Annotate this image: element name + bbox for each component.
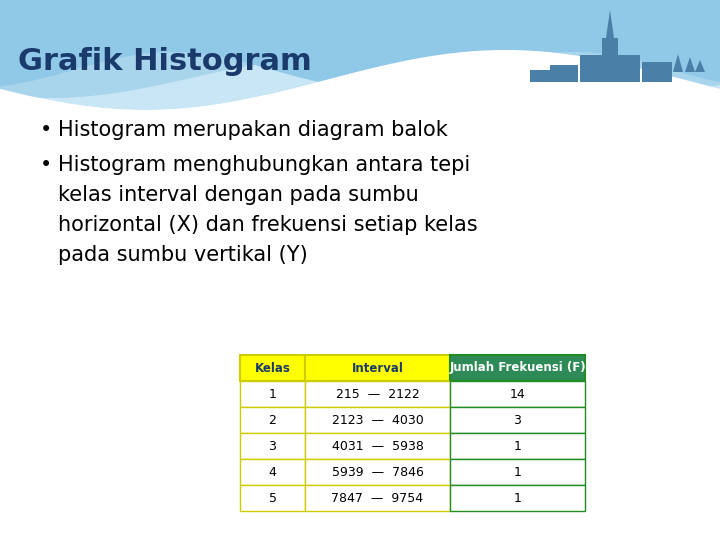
Polygon shape [685,57,695,72]
Bar [530,70,552,82]
Bar [240,381,305,407]
Bar [0,0,720,95]
Text: Kelas: Kelas [255,361,290,375]
Bar [240,407,305,433]
Bar [305,381,450,407]
Bar [450,433,585,459]
Bar [305,459,450,485]
Polygon shape [673,54,683,72]
Text: 3: 3 [513,414,521,427]
Text: horizontal (X) dan frekuensi setiap kelas: horizontal (X) dan frekuensi setiap kela… [58,215,477,235]
Polygon shape [0,50,720,540]
Text: •: • [40,120,53,140]
Bar [450,407,585,433]
Bar [305,485,450,511]
Bar [305,355,450,381]
Bar [240,485,305,511]
Text: 5939  —  7846: 5939 — 7846 [332,465,423,478]
Bar [550,65,578,82]
Text: 1: 1 [513,491,521,504]
Text: Grafik Histogram: Grafik Histogram [18,48,312,77]
Text: 2123  —  4030: 2123 — 4030 [332,414,423,427]
Polygon shape [0,0,720,88]
Text: Histogram merupakan diagram balok: Histogram merupakan diagram balok [58,120,448,140]
Polygon shape [695,60,705,72]
Text: 5: 5 [269,491,276,504]
Text: 7847  —  9754: 7847 — 9754 [331,491,423,504]
Bar [450,381,585,407]
Text: 3: 3 [269,440,276,453]
Bar [450,355,585,381]
Text: 2: 2 [269,414,276,427]
Bar [450,485,585,511]
Bar [642,62,672,82]
Polygon shape [606,10,614,38]
Bar [305,433,450,459]
Text: •: • [40,155,53,175]
Text: 215  —  2122: 215 — 2122 [336,388,419,401]
Text: 1: 1 [269,388,276,401]
Bar [240,433,305,459]
Polygon shape [0,0,720,98]
Text: kelas interval dengan pada sumbu: kelas interval dengan pada sumbu [58,185,419,205]
Bar [580,55,640,82]
Bar [0,0,720,12]
Text: Histogram menghubungkan antara tepi: Histogram menghubungkan antara tepi [58,155,470,175]
Bar [602,38,618,82]
Polygon shape [0,0,720,110]
Text: 14: 14 [510,388,526,401]
Text: pada sumbu vertikal (Y): pada sumbu vertikal (Y) [58,245,307,265]
Text: 4: 4 [269,465,276,478]
Text: 1: 1 [513,440,521,453]
Text: 1: 1 [513,465,521,478]
Text: Jumlah Frekuensi (F): Jumlah Frekuensi (F) [449,361,586,375]
Bar [305,407,450,433]
Text: Interval: Interval [351,361,403,375]
Bar [450,459,585,485]
Bar [240,459,305,485]
Bar [240,355,305,381]
Text: 4031  —  5938: 4031 — 5938 [332,440,423,453]
